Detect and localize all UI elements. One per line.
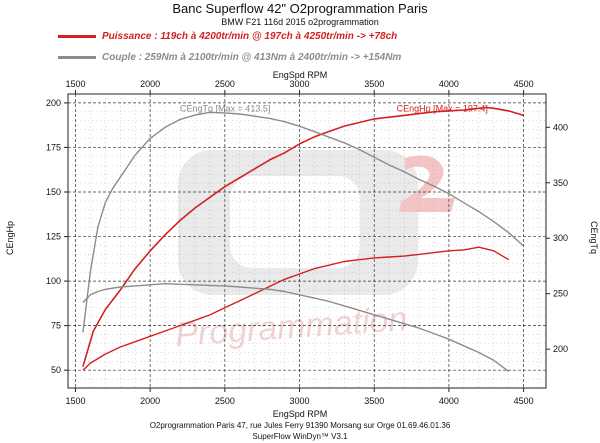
chart-subtitle: BMW F21 116d 2015 o2programmation: [221, 17, 379, 27]
chart-annotation-1: CEngTq [Max = 413.5]: [180, 103, 270, 113]
watermark-logo: Programmation: [174, 150, 455, 354]
x-tick-label: 1500: [65, 396, 85, 406]
x-axis-title-bottom: EngSpd RPM: [272, 409, 328, 419]
y-tick-label-left: 50: [51, 365, 61, 375]
watermark-two: [399, 155, 455, 212]
x-tick-label: 2000: [140, 396, 160, 406]
x-tick-label: 4000: [439, 396, 459, 406]
legend-label-power: Puissance : 119ch à 4200tr/min @ 197ch à…: [102, 30, 398, 42]
legend-swatch-torque: [58, 55, 96, 59]
y-tick-label-left: 100: [46, 276, 61, 286]
x-tick-label-top: 3000: [290, 79, 310, 89]
chart-title: Banc Superflow 42" O2programmation Paris: [172, 1, 428, 16]
legend-entry-power: Puissance : 119ch à 4200tr/min @ 197ch à…: [58, 29, 397, 43]
y-tick-label-left: 125: [46, 232, 61, 242]
x-tick-label: 2500: [215, 396, 235, 406]
y-tick-label-left: 75: [51, 321, 61, 331]
watermark-text: Programmation: [174, 300, 409, 354]
watermark-shape: [178, 150, 418, 295]
x-tick-label: 4500: [514, 396, 534, 406]
x-tick-label: 3000: [290, 396, 310, 406]
series-line-1: [82, 106, 524, 367]
y-tick-label-right: 200: [553, 344, 568, 354]
x-tick-label-top: 1500: [65, 79, 85, 89]
series-line-4: [82, 283, 510, 372]
y-tick-label-left: 200: [46, 98, 61, 108]
footer-software: SuperFlow WinDyn™ V3.1: [252, 432, 348, 441]
watermark-hole: [230, 176, 360, 268]
x-tick-label-top: 4000: [439, 79, 459, 89]
y-tick-label-right: 300: [553, 233, 568, 243]
series-line-2: [82, 111, 525, 333]
x-tick-label-top: 2000: [140, 79, 160, 89]
y-tick-label-right: 400: [553, 122, 568, 132]
legend-entry-torque: Couple : 259Nm à 2100tr/min @ 413Nm à 24…: [58, 50, 401, 64]
plot-frame: [67, 93, 547, 389]
footer-address: O2programmation Paris 47, rue Jules Ferr…: [149, 421, 451, 430]
y-tick-label-right: 250: [553, 289, 568, 299]
x-tick-label-top: 4500: [514, 79, 534, 89]
series-line-3: [82, 246, 510, 371]
x-tick-label-top: 3500: [364, 79, 384, 89]
y-tick-label-left: 175: [46, 142, 61, 152]
y-tick-label-right: 350: [553, 178, 568, 188]
x-tick-label-top: 2500: [215, 79, 235, 89]
y-tick-label-left: 150: [46, 187, 61, 197]
legend-swatch-power: [58, 34, 96, 38]
x-axis-title-top: EngSpd RPM: [272, 70, 328, 80]
x-tick-label: 3500: [364, 396, 384, 406]
legend-label-torque: Couple : 259Nm à 2100tr/min @ 413Nm à 24…: [102, 51, 402, 63]
chart-annotation-2: CEngHp [Max = 197.4]: [397, 103, 488, 113]
